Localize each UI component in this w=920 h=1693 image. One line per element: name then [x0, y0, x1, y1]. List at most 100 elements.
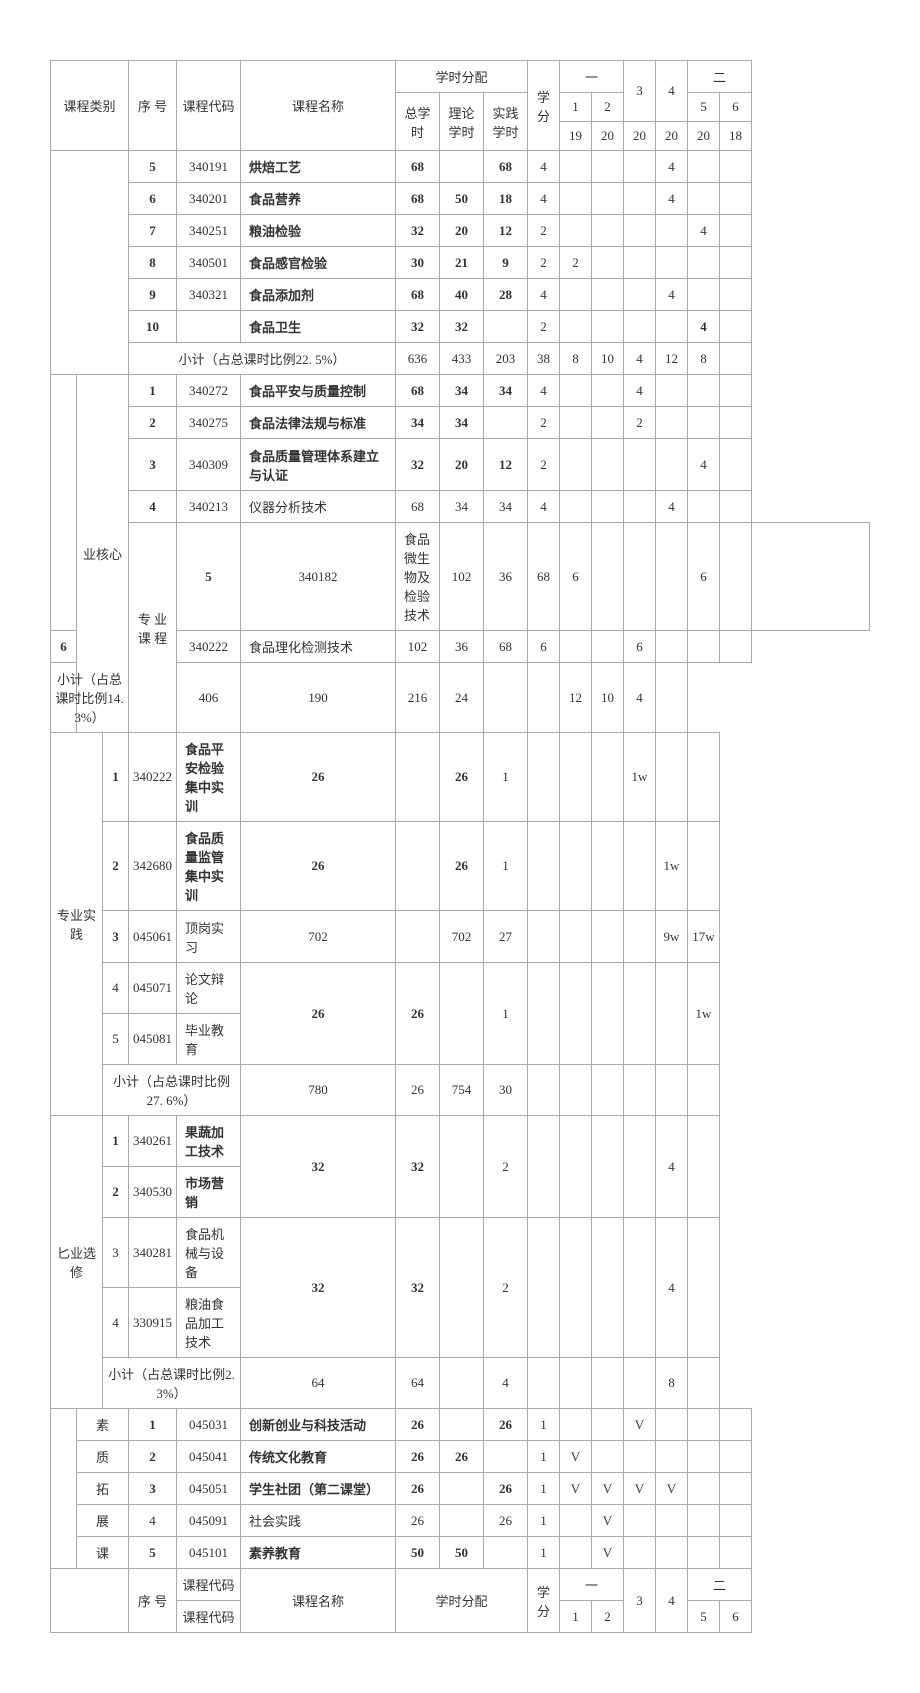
cell [560, 311, 592, 343]
cell [560, 491, 592, 523]
cell: 045051 [177, 1473, 241, 1505]
cell: 26 [484, 1505, 528, 1537]
cell: 340182 [241, 523, 396, 631]
cell: 1 [103, 1116, 129, 1167]
cell: 小计（占总课时比例2. 3%） [103, 1358, 241, 1409]
cell: 4 [528, 491, 560, 523]
cell: 26 [396, 1409, 440, 1441]
cell [624, 1358, 656, 1409]
cell: 2 [528, 439, 560, 491]
cell: 1 [528, 1441, 560, 1473]
cell: 34 [440, 491, 484, 523]
cell: 6 [688, 523, 720, 631]
cell: 论文辩论 [177, 963, 241, 1014]
cell [720, 1409, 752, 1441]
cell [177, 311, 241, 343]
cell [440, 1409, 484, 1441]
cell: 34 [440, 375, 484, 407]
cell: 1 [528, 1409, 560, 1441]
cell [656, 1441, 688, 1473]
cell [624, 491, 656, 523]
cell [656, 1409, 688, 1441]
cell: 34 [440, 407, 484, 439]
cell: 68 [396, 491, 440, 523]
cell: 636 [396, 343, 440, 375]
cell: 27 [484, 911, 528, 963]
cell: 1 [528, 1473, 560, 1505]
cell: 26 [396, 1441, 440, 1473]
cell: 045081 [129, 1014, 177, 1065]
cell: 64 [396, 1358, 440, 1409]
cell: 食品质量管理体系建立与认证 [241, 439, 396, 491]
cell: 12 [656, 343, 688, 375]
cell [592, 439, 624, 491]
cell: 64 [241, 1358, 396, 1409]
cell [484, 1441, 528, 1473]
cell: 素养教育 [241, 1537, 396, 1569]
col-total: 总学时 [396, 93, 440, 151]
w6: 18 [720, 122, 752, 151]
cell: 340321 [177, 279, 241, 311]
cell: 34 [484, 375, 528, 407]
cell [592, 247, 624, 279]
cell [624, 215, 656, 247]
cell [688, 375, 720, 407]
cell: 36 [484, 523, 528, 631]
cell [752, 523, 870, 631]
cell: 10 [129, 311, 177, 343]
cell: 3 [129, 439, 177, 491]
cell: 社会实践 [241, 1505, 396, 1537]
cell: 045031 [177, 1409, 241, 1441]
cell [656, 375, 688, 407]
w1: 19 [560, 122, 592, 151]
cell: 30 [396, 247, 440, 279]
cell [592, 963, 624, 1065]
cell [624, 523, 656, 631]
cell: 5 [129, 1537, 177, 1569]
cell [688, 279, 720, 311]
cell: 1 [103, 733, 129, 822]
cell: 食品卫生 [241, 311, 396, 343]
cell: 26 [241, 963, 396, 1065]
cell: 36 [440, 631, 484, 663]
cell [720, 215, 752, 247]
cell [688, 1116, 720, 1218]
cell [560, 1218, 592, 1358]
cell [484, 1537, 528, 1569]
w4: 20 [656, 122, 688, 151]
cell [688, 407, 720, 439]
cell [688, 247, 720, 279]
cell [720, 311, 752, 343]
cell: 4 [103, 963, 129, 1014]
cell [560, 1065, 592, 1116]
col-name: 课程名称 [241, 61, 396, 151]
s4: 4 [656, 1569, 688, 1633]
cell: 4 [656, 151, 688, 183]
cell [592, 215, 624, 247]
cell: 5 [177, 523, 241, 631]
cell [560, 279, 592, 311]
cell [656, 1537, 688, 1569]
cell [720, 183, 752, 215]
cell: 3 [103, 911, 129, 963]
s4: 4 [656, 61, 688, 122]
cell [592, 279, 624, 311]
cell: 216 [396, 663, 440, 733]
cell [656, 311, 688, 343]
cell [484, 663, 528, 733]
col-index: 序 号 [129, 61, 177, 151]
cell: 专 业课 程 [129, 523, 177, 733]
cell: 045041 [177, 1441, 241, 1473]
cell: 26 [241, 733, 396, 822]
cell: 素 [77, 1409, 129, 1441]
cell [528, 1218, 560, 1358]
s5: 5 [688, 1601, 720, 1633]
cell [560, 439, 592, 491]
cell: 32 [396, 439, 440, 491]
cell: 匕业选修 [51, 1116, 103, 1409]
cell [720, 375, 752, 407]
table-row: 专业实践1340222食品平安检验集中实训262611w [51, 733, 870, 822]
table-row: 5340191烘焙工艺686844 [51, 151, 870, 183]
cell: 32 [241, 1116, 396, 1218]
cell [560, 1358, 592, 1409]
